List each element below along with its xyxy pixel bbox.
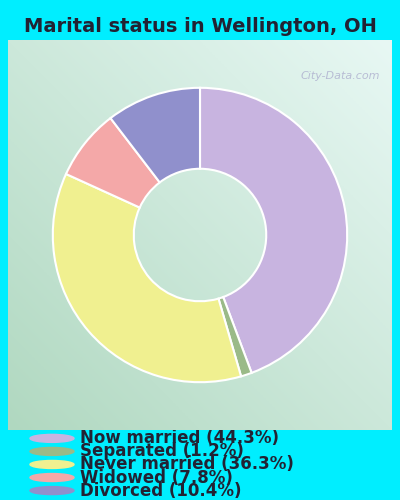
Text: Divorced (10.4%): Divorced (10.4%) <box>80 482 242 500</box>
Wedge shape <box>200 88 347 373</box>
Text: Separated (1.2%): Separated (1.2%) <box>80 442 244 460</box>
Text: Marital status in Wellington, OH: Marital status in Wellington, OH <box>24 18 376 36</box>
Wedge shape <box>53 174 241 382</box>
Circle shape <box>30 474 74 482</box>
Text: Now married (44.3%): Now married (44.3%) <box>80 430 279 448</box>
Wedge shape <box>66 118 160 208</box>
Text: City-Data.com: City-Data.com <box>301 71 380 81</box>
Text: Widowed (7.8%): Widowed (7.8%) <box>80 468 233 486</box>
Wedge shape <box>110 88 200 182</box>
Circle shape <box>30 434 74 442</box>
Text: Never married (36.3%): Never married (36.3%) <box>80 456 294 473</box>
Circle shape <box>30 448 74 456</box>
Circle shape <box>30 460 74 468</box>
Wedge shape <box>218 297 252 376</box>
Circle shape <box>30 486 74 494</box>
